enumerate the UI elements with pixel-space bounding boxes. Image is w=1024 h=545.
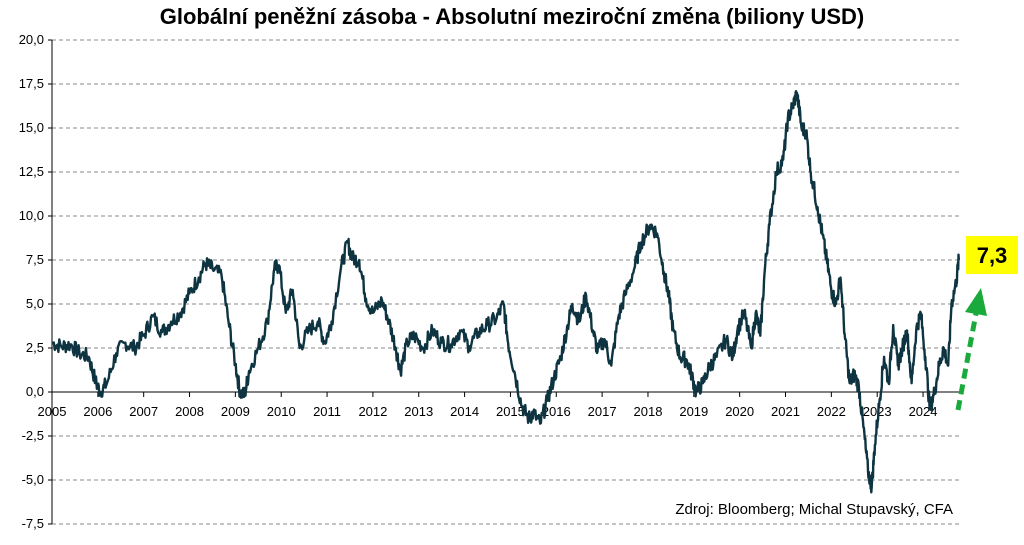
x-tick-label: 2020 <box>725 404 754 419</box>
x-tick-label: 2012 <box>358 404 387 419</box>
series <box>51 90 960 494</box>
grid-lines <box>52 39 962 525</box>
y-tick-label: -5,0 <box>22 472 44 487</box>
y-tick-label: 12,5 <box>19 164 44 179</box>
x-tick-labels: 2005 2006 2007 2008 2009 2010 2011 2012 2013 2014… <box>38 404 938 419</box>
x-tick-label: 2011 <box>313 404 341 419</box>
y-tick-label: 5,0 <box>26 296 44 311</box>
x-tick-label: 2006 <box>83 404 112 419</box>
x-tick-label: 2013 <box>404 404 433 419</box>
y-tick-label: 10,0 <box>19 208 44 223</box>
y-tick-label: 7,5 <box>26 252 44 267</box>
callout-arrow-shaft <box>955 307 980 411</box>
callout-box <box>966 236 1018 274</box>
x-tick-label: 2016 <box>542 404 571 419</box>
y-tick-labels: -7,5 -5,0 -2,5 0,0 2,5 5,0 7,5 10,0 12,5 15,0 17,5… <box>19 32 44 531</box>
y-tick-label: -2,5 <box>22 428 44 443</box>
x-tick-label: 2024 <box>909 404 938 419</box>
chart-title: Globální peněžní zásoba - Absolutní mezi… <box>159 4 865 29</box>
x-tick-label: 2019 <box>679 404 708 419</box>
y-tick-label: 15,0 <box>19 120 44 135</box>
axes <box>48 39 962 525</box>
x-tick-label: 2018 <box>634 404 663 419</box>
x-tick-label: 2008 <box>175 404 204 419</box>
x-tick-label: 2009 <box>221 404 250 419</box>
callout-arrow-head <box>965 288 987 316</box>
y-tick-label: -7,5 <box>22 516 44 531</box>
x-tick-label: 2014 <box>450 404 479 419</box>
x-tick-label: 2021 <box>771 404 800 419</box>
x-tick-label: 2010 <box>267 404 296 419</box>
y-tick-label: 0,0 <box>26 384 44 399</box>
y-tick-label: 2,5 <box>26 340 44 355</box>
callout: 7,3 <box>955 236 1018 411</box>
x-tick-label: 2007 <box>129 404 158 419</box>
x-tick-label: 2015 <box>496 404 525 419</box>
x-tick-label: 2017 <box>588 404 617 419</box>
callout-label: 7,3 <box>977 243 1008 268</box>
y-tick-label: 20,0 <box>19 32 44 47</box>
source-note: Zdroj: Bloomberg; Michal Stupavský, CFA <box>675 501 953 518</box>
y-tick-label: 17,5 <box>19 76 44 91</box>
x-tick-label: 2022 <box>817 404 846 419</box>
series-line <box>51 90 960 494</box>
x-tick-label: 2005 <box>38 404 67 419</box>
